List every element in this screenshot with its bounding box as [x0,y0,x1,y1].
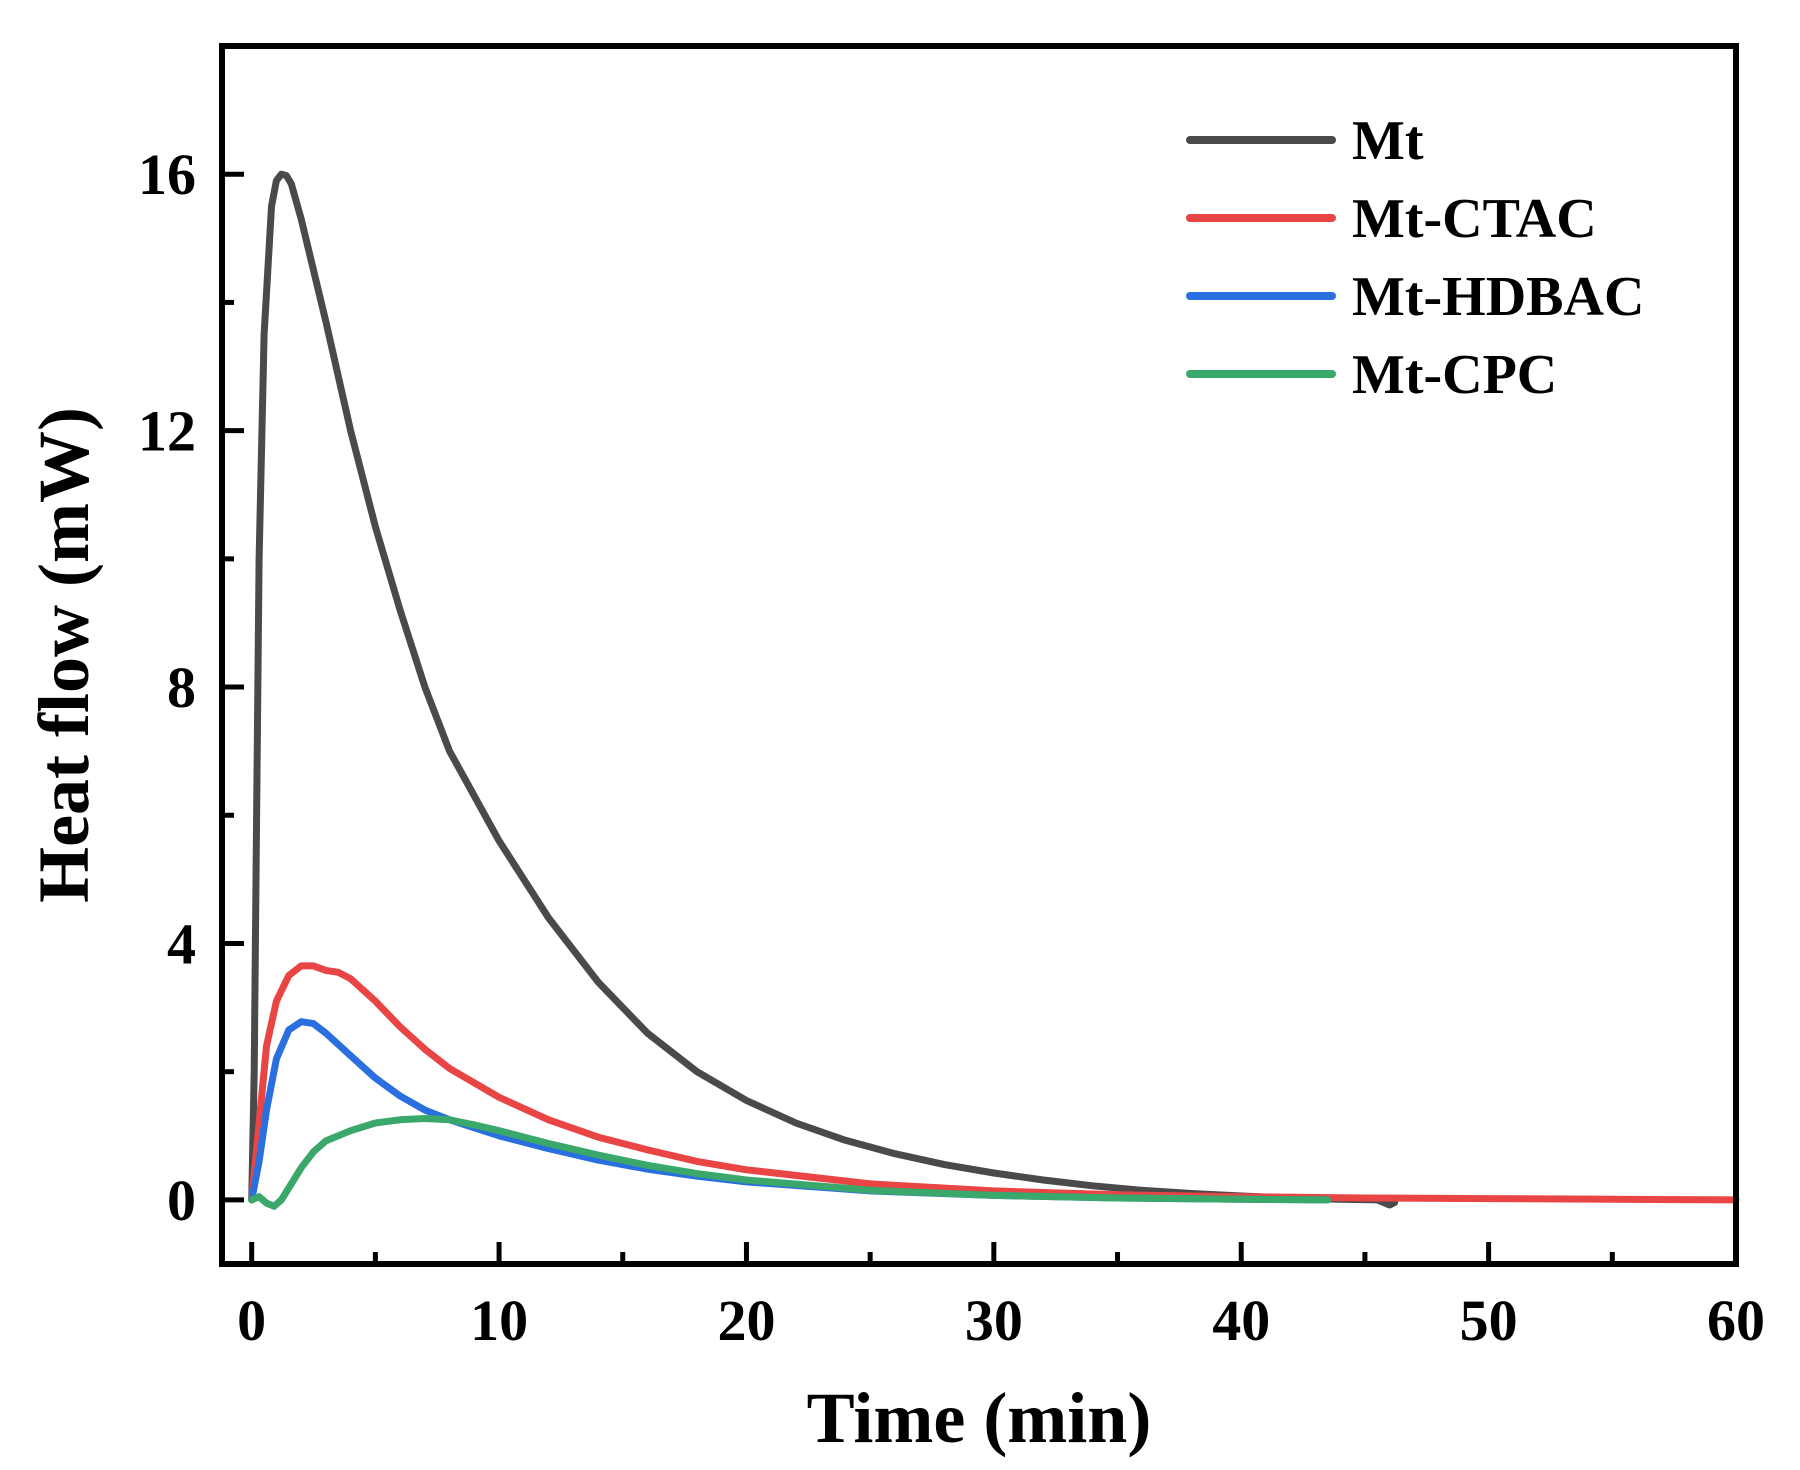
x-tick-label: 0 [237,1288,266,1353]
x-tick-label: 50 [1460,1288,1518,1353]
legend: Mt Mt-CTAC Mt-HDBAC Mt-CPC [1186,110,1644,406]
legend-label: Mt-HDBAC [1352,266,1644,328]
y-tick-label: 12 [138,399,196,464]
y-tick-label: 4 [167,911,196,976]
legend-label: Mt-CPC [1352,344,1557,406]
series-line-mt-ctac [248,962,1740,1204]
y-axis: 0 4 8 12 16 [138,142,244,1233]
x-tick-label: 30 [965,1288,1023,1353]
plot-lines [248,170,1740,1210]
plot-frame [219,43,1739,1267]
series-line-mt-cpc [248,1115,1332,1210]
y-tick-label: 8 [167,655,196,720]
y-tick-label: 16 [138,142,196,207]
y-tick-label: 0 [167,1168,196,1233]
x-tick-label: 60 [1707,1288,1765,1353]
x-tick-label: 20 [717,1288,775,1353]
legend-label: Mt [1352,110,1424,172]
y-axis-title: Heat flow (mW) [24,407,104,903]
x-axis-title: Time (min) [807,1378,1152,1458]
legend-label: Mt-CTAC [1352,188,1597,250]
x-tick-label: 40 [1212,1288,1270,1353]
x-axis: 0 10 20 30 40 50 60 [237,1242,1765,1353]
x-tick-label: 10 [470,1288,528,1353]
